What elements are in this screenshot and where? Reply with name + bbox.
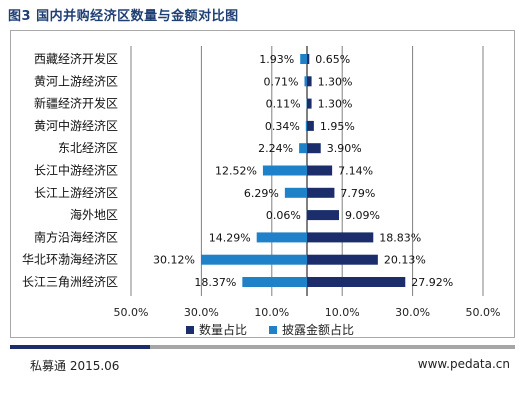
data-label-amount-6: 6.29% bbox=[244, 187, 279, 200]
bar-count-7 bbox=[307, 210, 339, 221]
data-label-amount-7: 0.06% bbox=[266, 209, 301, 222]
bottom-rule-dark bbox=[10, 345, 150, 349]
bar-count-8 bbox=[307, 232, 374, 243]
data-label-amount-1: 0.71% bbox=[264, 75, 299, 88]
bar-amount-8 bbox=[256, 232, 307, 243]
category-label-9: 华北环渤海经济区 bbox=[22, 252, 118, 267]
x-tick-label-5: 50.0% bbox=[466, 306, 501, 319]
bar-count-9 bbox=[307, 254, 378, 265]
data-label-count-1: 1.30% bbox=[318, 75, 353, 88]
category-label-4: 东北经济区 bbox=[58, 140, 118, 155]
legend-label-count: 数量占比 bbox=[199, 323, 248, 337]
x-tick-label-3: 10.0% bbox=[325, 306, 360, 319]
data-label-count-6: 7.79% bbox=[340, 187, 375, 200]
bar-count-3 bbox=[307, 120, 314, 131]
legend-swatch-count bbox=[186, 325, 194, 334]
data-label-count-7: 9.09% bbox=[345, 209, 380, 222]
data-label-count-4: 3.90% bbox=[327, 142, 362, 155]
footer-website: www.pedata.cn bbox=[417, 357, 510, 371]
category-label-10: 长江三角洲经济区 bbox=[22, 274, 118, 289]
data-label-count-9: 20.13% bbox=[384, 254, 426, 267]
category-label-6: 长江上游经济区 bbox=[34, 185, 118, 200]
category-label-0: 西藏经济开发区 bbox=[34, 51, 118, 66]
bar-amount-10 bbox=[242, 277, 307, 287]
x-tick-label-0: 50.0% bbox=[114, 306, 149, 319]
bar-count-10 bbox=[307, 277, 406, 287]
x-tick-label-1: 30.0% bbox=[184, 306, 219, 319]
bar-amount-5 bbox=[262, 165, 307, 176]
labels-layer: 1.93% 0.65% 0.71% 1.30% 0.11% 1.30% 0.34% 1.95%… bbox=[153, 53, 453, 289]
figure-title: 图3 国内并购经济区数量与金额对比图 bbox=[8, 9, 239, 24]
data-label-amount-10: 18.37% bbox=[194, 276, 236, 289]
data-label-amount-3: 0.34% bbox=[265, 120, 300, 133]
bar-amount-3 bbox=[305, 120, 307, 131]
data-label-amount-4: 2.24% bbox=[258, 142, 293, 155]
bar-amount-9 bbox=[200, 254, 307, 265]
bar-amount-4 bbox=[299, 143, 307, 154]
legend-swatch-amount bbox=[269, 325, 278, 334]
category-label-7: 海外地区 bbox=[70, 207, 118, 222]
x-tick-label-4: 30.0% bbox=[395, 306, 430, 319]
data-label-count-0: 0.65% bbox=[315, 53, 350, 66]
category-label-3: 黄河中游经济区 bbox=[34, 118, 118, 133]
data-label-count-5: 7.14% bbox=[338, 165, 373, 178]
legend-item-amount: 披露金额占比 bbox=[269, 321, 354, 338]
bottom-rule-light bbox=[150, 345, 515, 349]
bar-amount-6 bbox=[284, 187, 307, 198]
data-label-amount-2: 0.11% bbox=[266, 98, 301, 111]
legend-label-amount: 披露金额占比 bbox=[282, 323, 355, 337]
bar-count-1 bbox=[307, 76, 312, 87]
data-label-amount-5: 12.52% bbox=[215, 165, 257, 178]
data-label-count-10: 27.92% bbox=[411, 276, 453, 289]
data-label-count-3: 1.95% bbox=[320, 120, 355, 133]
data-label-amount-9: 30.12% bbox=[153, 254, 195, 267]
category-label-8: 南方沿海经济区 bbox=[34, 229, 118, 244]
data-label-amount-8: 14.29% bbox=[209, 231, 251, 244]
bar-count-0 bbox=[307, 54, 310, 64]
x-tick-labels-layer: 50.0% 30.0% 10.0% 10.0% 30.0% 50.0% bbox=[114, 306, 501, 319]
category-label-2: 新疆经济开发区 bbox=[34, 96, 118, 111]
data-label-amount-0: 1.93% bbox=[259, 53, 294, 66]
bar-count-6 bbox=[307, 187, 335, 198]
bars-layer bbox=[200, 54, 406, 287]
bar-amount-1 bbox=[304, 76, 307, 87]
bar-count-5 bbox=[307, 165, 333, 176]
data-label-count-8: 18.83% bbox=[379, 231, 421, 244]
footer-source: 私募通 2015.06 bbox=[30, 359, 120, 373]
x-tick-label-2: 10.0% bbox=[254, 306, 289, 319]
category-label-1: 黄河上游经济区 bbox=[34, 73, 118, 88]
category-labels-layer: 西藏经济开发区黄河上游经济区新疆经济开发区黄河中游经济区东北经济区长江中游经济区… bbox=[22, 51, 118, 289]
bar-count-2 bbox=[307, 98, 312, 109]
data-label-count-2: 1.30% bbox=[318, 98, 353, 111]
legend-item-count: 数量占比 bbox=[186, 321, 247, 338]
legend: 数量占比 披露金额占比 bbox=[186, 321, 376, 338]
bar-amount-2 bbox=[306, 98, 308, 109]
category-label-5: 长江中游经济区 bbox=[34, 163, 118, 178]
bar-amount-0 bbox=[300, 54, 307, 64]
bar-count-4 bbox=[307, 143, 321, 154]
